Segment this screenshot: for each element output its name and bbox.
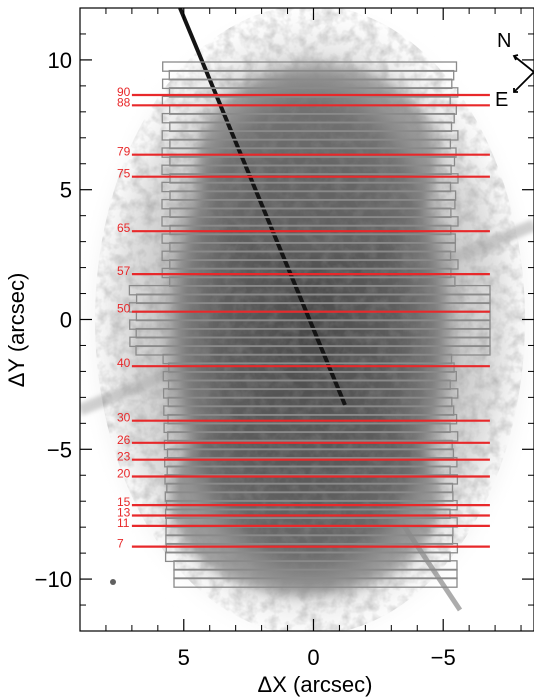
slit-label: 30 [117, 411, 131, 425]
y-tick-label: 5 [60, 178, 72, 203]
compass-north-label: N [497, 30, 511, 52]
x-tick-label: 5 [178, 645, 190, 670]
compass: N E [495, 30, 534, 111]
slit-label: 57 [117, 264, 131, 278]
slit-field-boxes [128, 61, 491, 588]
y-tick-label: 10 [48, 48, 72, 73]
slit-label: 65 [117, 221, 131, 235]
slit-label: 13 [117, 506, 131, 520]
compass-north-head [512, 54, 519, 61]
compass-east-label: E [495, 89, 508, 111]
slit-label: 90 [117, 85, 131, 99]
field-star [110, 579, 116, 585]
slit-label: 20 [117, 467, 131, 481]
compass-east-arrow [513, 71, 534, 93]
slit-label: 26 [117, 433, 131, 447]
y-axis-label: ΔY (arcsec) [4, 273, 29, 388]
x-axis-ticks: 5 0 −5 [105, 8, 522, 670]
slit-label: 79 [117, 145, 131, 159]
y-tick-label: −10 [35, 567, 72, 592]
slit-label: 15 [117, 495, 131, 509]
slit-label: 75 [117, 167, 131, 181]
slit-label: 50 [117, 302, 131, 316]
compass-east-head [513, 88, 518, 93]
slit-label: 7 [117, 537, 124, 551]
x-tick-label: 0 [307, 645, 319, 670]
slit-label: 40 [117, 356, 131, 370]
x-axis-label: ΔX (arcsec) [258, 672, 373, 697]
field-box [173, 577, 458, 588]
slit-label: 88 [117, 95, 131, 109]
compass-north-arrow [513, 55, 534, 73]
slit-label: 23 [117, 450, 131, 464]
slit-label: 11 [117, 516, 130, 530]
y-tick-label: 0 [60, 308, 72, 333]
x-tick-label: −5 [431, 645, 456, 670]
y-tick-label: −5 [47, 437, 72, 462]
satellite-trail [178, 8, 347, 406]
nebula-image [80, 8, 534, 631]
